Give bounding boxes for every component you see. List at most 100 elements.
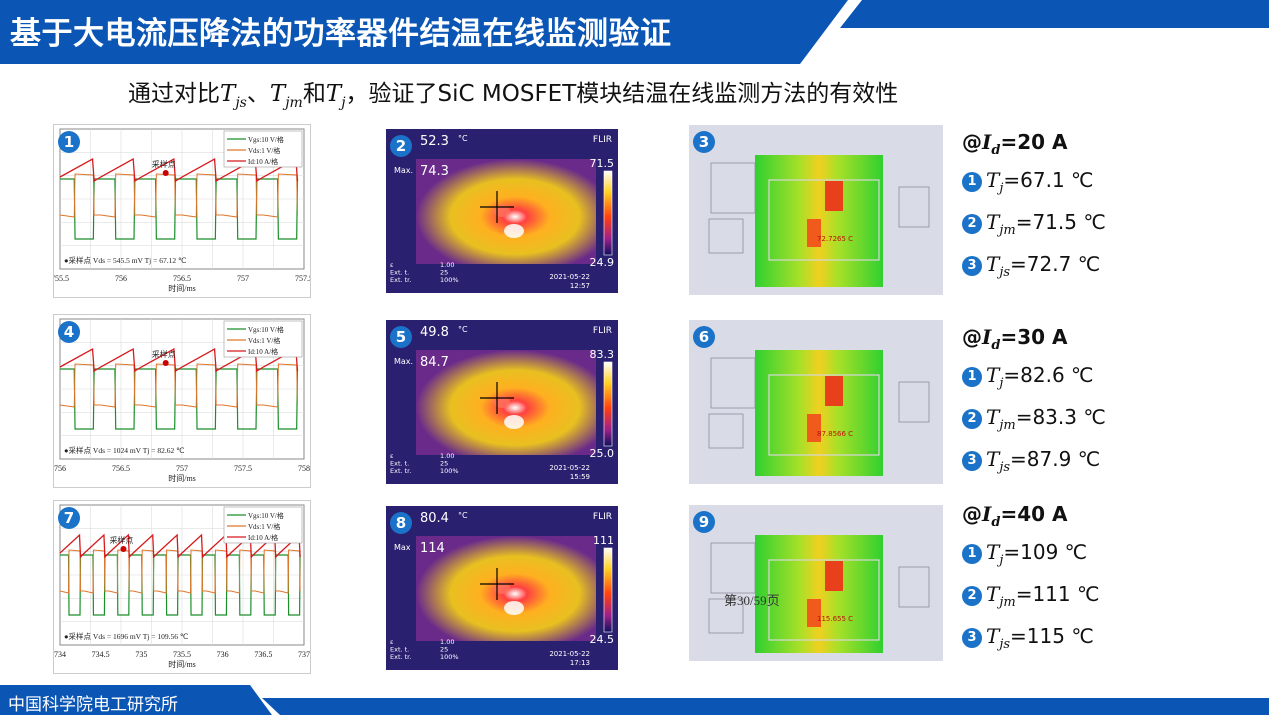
page-number: 第30/59页 <box>724 593 780 608</box>
legend-entry: Id:10 A/格 <box>248 533 278 542</box>
temperature-symbol: T <box>986 624 1000 648</box>
module-outline <box>710 162 756 214</box>
temperature-result-row: 2 Tjm=83.3 ℃ <box>962 403 1106 445</box>
x-tick-label: 736 <box>217 650 229 659</box>
chip-outline <box>768 559 880 641</box>
max-temperature: 84.7 <box>420 355 449 370</box>
temperature-unit: °C <box>458 511 468 520</box>
result-number-badge: 3 <box>962 451 982 471</box>
vds-trace <box>59 363 298 408</box>
temperature-symbol: T <box>986 582 1000 606</box>
waveform-panel-7: 采样点 Vgs:10 V/格 Vds:1 V/格 Id:10 A/格 ●采样点 Vds … <box>53 500 311 674</box>
camera-param-value: 100% <box>440 467 459 475</box>
waveform-chart: 采样点 Vgs:10 V/格 Vds:1 V/格 Id:10 A/格 ●采样点 Vds … <box>54 318 310 483</box>
x-axis-label: 时间/ms <box>168 659 196 669</box>
footer-organization: 中国科学院电工研究所 <box>8 695 178 715</box>
color-scale-bar <box>603 361 613 447</box>
page-subtitle: 通过对比Tjs、Tjm和Tj，验证了SiC MOSFET模块结温在线监测方法的有… <box>128 81 899 111</box>
figure-number-badge: 5 <box>390 326 412 348</box>
max-temperature-label: 87.8566 C <box>817 430 853 438</box>
x-tick-label: 757.5 <box>234 464 252 473</box>
fem-simulation-3: 72.7265 C 3 <box>689 125 943 295</box>
hot-spot <box>494 396 510 408</box>
spot-temperature: 52.3 <box>420 134 449 149</box>
figure-number-badge: 4 <box>58 321 80 343</box>
camera-param-value: 100% <box>440 653 459 661</box>
temperature-result-row: 1 Tj=82.6 ℃ <box>962 361 1106 403</box>
module-outline <box>708 413 744 449</box>
x-tick-label: 737 <box>298 650 310 659</box>
result-number-badge: 1 <box>962 544 982 564</box>
capture-time: 15:59 <box>570 473 590 481</box>
result-block-30A: @Id=30 A 1 Tj=82.6 ℃ 2 Tjm=83.3 ℃ 3 Tjs=87.9 ℃ <box>962 325 1106 487</box>
capture-time: 12:57 <box>570 282 590 290</box>
brand-logo-text: FLIR <box>593 512 612 522</box>
max-temperature: 74.3 <box>420 164 449 179</box>
scale-min-value: 24.5 <box>590 633 615 646</box>
legend-entry: Id:10 A/格 <box>248 157 278 166</box>
temperature-result-row: 1 Tj=67.1 ℃ <box>962 166 1106 208</box>
sample-point-marker <box>162 360 169 366</box>
hot-chip <box>825 181 843 211</box>
temperature-symbol: T <box>986 210 1000 234</box>
hot-spot <box>494 205 510 217</box>
module-outline <box>898 566 930 608</box>
temperature-result-row: 1 Tj=109 ℃ <box>962 538 1099 580</box>
temperature-symbol: T <box>986 168 1000 192</box>
scale-max-value: 83.3 <box>590 348 615 361</box>
x-axis-label: 时间/ms <box>168 283 196 293</box>
temperature-field <box>755 350 883 476</box>
scale-min-value: 24.9 <box>590 256 615 269</box>
id-trace <box>59 533 301 559</box>
camera-param-value: 1.00 <box>440 261 454 269</box>
temperature-result-row: 2 Tjm=71.5 ℃ <box>962 208 1106 250</box>
result-block-20A: @Id=20 A 1 Tj=67.1 ℃ 2 Tjm=71.5 ℃ 3 Tjs=72.7 ℃ <box>962 130 1106 292</box>
x-tick-label: 756.5 <box>173 274 191 283</box>
x-tick-label: 757 <box>176 464 188 473</box>
x-tick-label: 757 <box>237 274 249 283</box>
camera-param-label: Ext. tr. <box>390 276 411 284</box>
hot-spot <box>494 582 510 594</box>
camera-param-label: Ext. t. <box>390 460 409 468</box>
result-number-badge: 1 <box>962 172 982 192</box>
legend-entry: Vds:1 V/格 <box>248 522 280 531</box>
x-axis-label: 时间/ms <box>168 473 196 483</box>
thermal-canvas: 49.8 °C Max. 84.7 FLIR 83.3 25.0 ε 1.00 Ext. t. 25… <box>386 320 618 484</box>
thermal-image-5: 49.8 °C Max. 84.7 FLIR 83.3 25.0 ε 1.00 Ext. t. 25… <box>386 320 618 484</box>
result-number-badge: 2 <box>962 409 982 429</box>
temperature-symbol: T <box>986 363 1000 387</box>
legend-entry: Vds:1 V/格 <box>248 336 280 345</box>
result-block-40A: @Id=40 A 1 Tj=109 ℃ 2 Tjm=111 ℃ 3 Tjs=115 ℃ <box>962 502 1099 664</box>
waveform-panel-1: 采样点 Vgs:10 V/格 Vds:1 V/格 Id:10 A/格 ●采样点 Vds … <box>53 124 311 298</box>
max-temperature-label: 72.7265 C <box>817 235 853 243</box>
hot-chip <box>825 561 843 591</box>
max-label: Max. <box>394 166 413 175</box>
figure-number-badge: 9 <box>693 511 715 533</box>
temperature-result-row: 3 Tjs=115 ℃ <box>962 622 1099 664</box>
figure-number-badge: 7 <box>58 507 80 529</box>
temperature-result-row: 3 Tjs=72.7 ℃ <box>962 250 1106 292</box>
current-condition-heading: @Id=30 A <box>962 325 1068 353</box>
temperature-result-row: 2 Tjm=111 ℃ <box>962 580 1099 622</box>
id-trace <box>59 157 299 183</box>
legend-entry: Vds:1 V/格 <box>248 146 280 155</box>
waveform-chart: 采样点 Vgs:10 V/格 Vds:1 V/格 Id:10 A/格 ●采样点 Vds … <box>54 504 310 669</box>
color-scale-bar <box>603 547 613 633</box>
result-number-badge: 2 <box>962 586 982 606</box>
temperature-result-row: 3 Tjs=87.9 ℃ <box>962 445 1106 487</box>
figure-number-badge: 1 <box>58 131 80 153</box>
camera-param-value: 25 <box>440 646 448 654</box>
camera-param-value: 25 <box>440 460 448 468</box>
fem-canvas: 72.7265 C <box>708 155 930 287</box>
capture-date: 2021-05-22 <box>549 273 590 281</box>
result-number-badge: 3 <box>962 628 982 648</box>
legend-entry: Vgs:10 V/格 <box>248 511 284 520</box>
result-number-badge: 3 <box>962 256 982 276</box>
camera-param-value: 1.00 <box>440 638 454 646</box>
module-outline <box>710 357 756 409</box>
camera-param-label: ε <box>390 452 394 460</box>
temperature-symbol: T <box>986 405 1000 429</box>
figure-number-badge: 8 <box>390 512 412 534</box>
header-banner <box>0 0 1269 64</box>
module-outline <box>898 381 930 423</box>
